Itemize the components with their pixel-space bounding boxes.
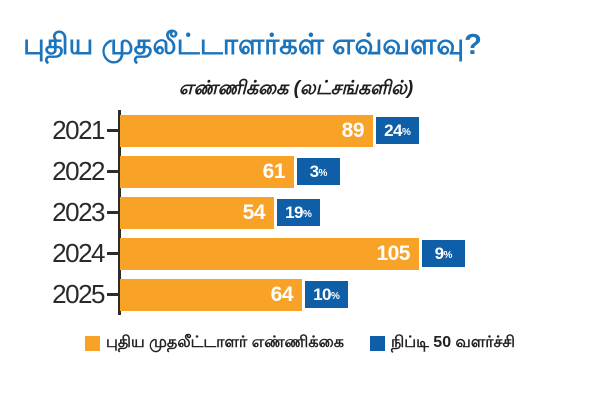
percent-sign: % [402, 127, 411, 138]
bar-value-label: 64 [270, 282, 294, 306]
blue-square-icon [369, 335, 385, 351]
legend: புதிய முதலீட்டாளர் எண்ணிக்கை நிப்டி 50 வ… [0, 333, 600, 353]
year-label: 2023 [52, 197, 105, 227]
bar-value-label: 89 [341, 118, 365, 142]
legend-label-new-investors: புதிய முதலீட்டாளர் எண்ணிக்கை [105, 334, 344, 351]
bar-rows: 2021 89 24% 2022 61 3% 2023 54 19% 2024 105 9% 2025 6… [0, 110, 600, 315]
investor-count-bar: 64 [120, 278, 302, 311]
investor-count-bar: 89 [120, 114, 373, 147]
legend-item-new-investors: புதிய முதலீட்டாளர் எண்ணிக்கை [84, 333, 344, 353]
percent-sign: % [443, 250, 453, 261]
axis-tick [107, 252, 119, 255]
chart-row-2023: 2023 54 19% [0, 192, 600, 233]
y-axis-line [118, 110, 121, 315]
chart-title: புதிய முதலீட்டாளர்கள் எவ்வளவு? [23, 29, 482, 61]
nifty-growth-value: 3 [309, 161, 319, 181]
bar-value-label: 54 [242, 200, 266, 224]
investor-count-bar: 105 [120, 237, 419, 270]
nifty-growth-badge: 10% [305, 281, 348, 308]
year-label: 2024 [52, 238, 105, 268]
axis-tick [107, 170, 119, 173]
legend-item-nifty-growth: நிப்டி 50 வளர்ச்சி [369, 333, 516, 353]
chart-row-2021: 2021 89 24% [0, 110, 600, 151]
chart-row-2024: 2024 105 9% [0, 233, 600, 274]
bar-chart: 2021 89 24% 2022 61 3% 2023 54 19% 2024 105 9% 2025 6… [0, 110, 600, 316]
bar-value-label: 61 [262, 159, 286, 183]
percent-sign: % [331, 291, 340, 302]
axis-tick [107, 129, 119, 132]
axis-tick [107, 211, 119, 214]
bar-value-label: 105 [376, 241, 410, 265]
year-label: 2022 [52, 156, 105, 186]
chart-row-2025: 2025 64 10% [0, 274, 600, 315]
investor-count-bar: 61 [120, 155, 294, 188]
legend-label-nifty-growth: நிப்டி 50 வளர்ச்சி [390, 334, 516, 351]
percent-sign: % [303, 209, 312, 220]
nifty-growth-value: 19 [285, 202, 303, 222]
axis-tick [107, 293, 119, 296]
nifty-growth-badge: 3% [297, 158, 340, 185]
investor-count-bar: 54 [120, 196, 274, 229]
year-label: 2025 [52, 279, 105, 309]
chart-row-2022: 2022 61 3% [0, 151, 600, 192]
percent-sign: % [318, 168, 328, 179]
orange-square-icon [84, 335, 100, 351]
nifty-growth-badge: 9% [422, 240, 465, 267]
nifty-growth-badge: 24% [376, 117, 419, 144]
year-label: 2021 [52, 115, 105, 145]
nifty-growth-value: 24 [384, 120, 402, 140]
nifty-growth-value: 10 [313, 284, 331, 304]
nifty-growth-badge: 19% [277, 199, 320, 226]
chart-subtitle: எண்ணிக்கை (லட்சங்களில்) [178, 78, 414, 99]
nifty-growth-value: 9 [434, 243, 444, 263]
